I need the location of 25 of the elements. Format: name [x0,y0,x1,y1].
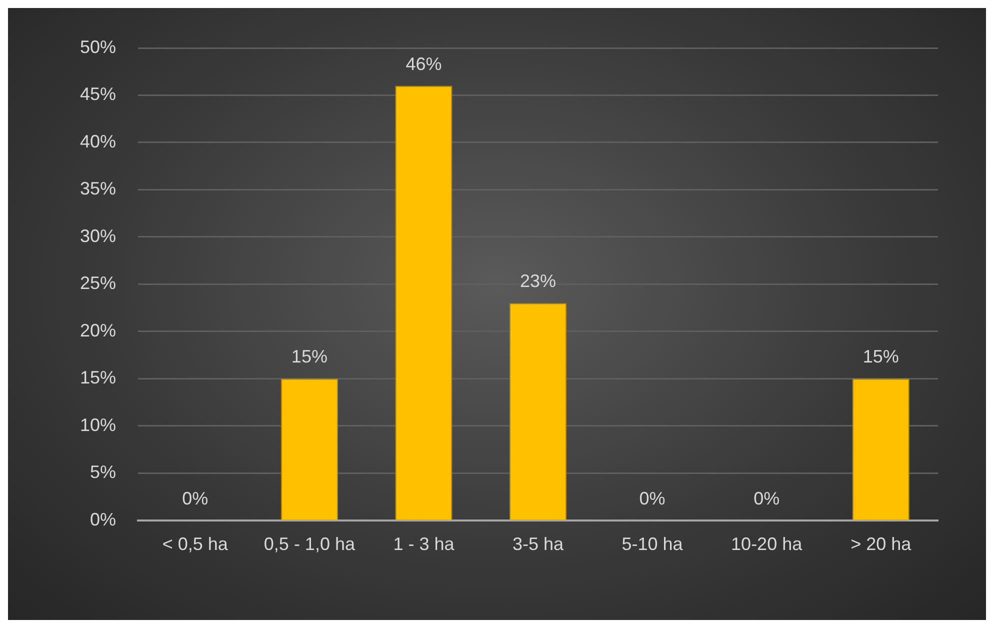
x-tick-label: 1 - 3 ha [393,534,456,554]
x-tick-label: 3-5 ha [512,534,565,554]
x-tick-label: < 0,5 ha [162,534,229,554]
x-tick-label: 0,5 - 1,0 ha [264,534,356,554]
x-tick-label: > 20 ha [850,534,912,554]
data-label: 0% [182,488,208,508]
y-tick-label: 40% [80,131,116,152]
x-tick-label: 5-10 ha [622,534,684,554]
x-tick-label: 10-20 ha [731,534,804,554]
data-label: 0% [754,488,780,508]
y-tick-label: 25% [80,273,116,294]
y-tick-label: 10% [80,414,116,435]
data-label: 23% [520,271,556,292]
y-tick-label: 50% [80,36,116,57]
data-label: 15% [862,346,899,367]
data-label: 15% [291,346,328,367]
data-label: 46% [406,54,442,74]
y-tick-label: 35% [80,178,116,199]
data-label: 0% [639,488,666,508]
y-tick-label: 0% [90,509,116,530]
y-tick-label: 30% [80,226,116,246]
y-tick-label: 45% [80,84,116,104]
y-tick-label: 5% [90,462,116,482]
y-tick-label: 15% [80,368,116,388]
y-tick-label: 20% [80,320,116,340]
